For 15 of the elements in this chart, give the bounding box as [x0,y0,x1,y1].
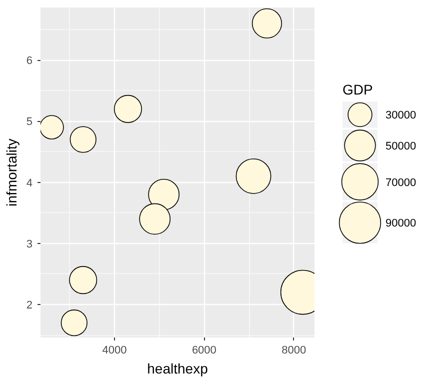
y-axis-title: infmortality [3,138,20,206]
y-tick-label: 2 [26,300,33,312]
x-axis-title: healthexp [147,360,208,376]
legend-label: 50000 [386,140,416,153]
legend-label: 30000 [386,110,416,122]
y-tick-label: 3 [26,238,33,250]
y-tick-label: 5 [26,116,33,128]
y-tick-label: 6 [26,55,33,68]
legend-label: 90000 [386,218,416,230]
x-tick-label: 4000 [102,344,127,356]
y-tick-label: 4 [26,177,33,190]
legend-title: GDP [342,81,373,98]
legend-label: 70000 [386,176,416,189]
x-tick-label: 8000 [282,344,306,356]
x-tick-label: 6000 [192,344,216,356]
